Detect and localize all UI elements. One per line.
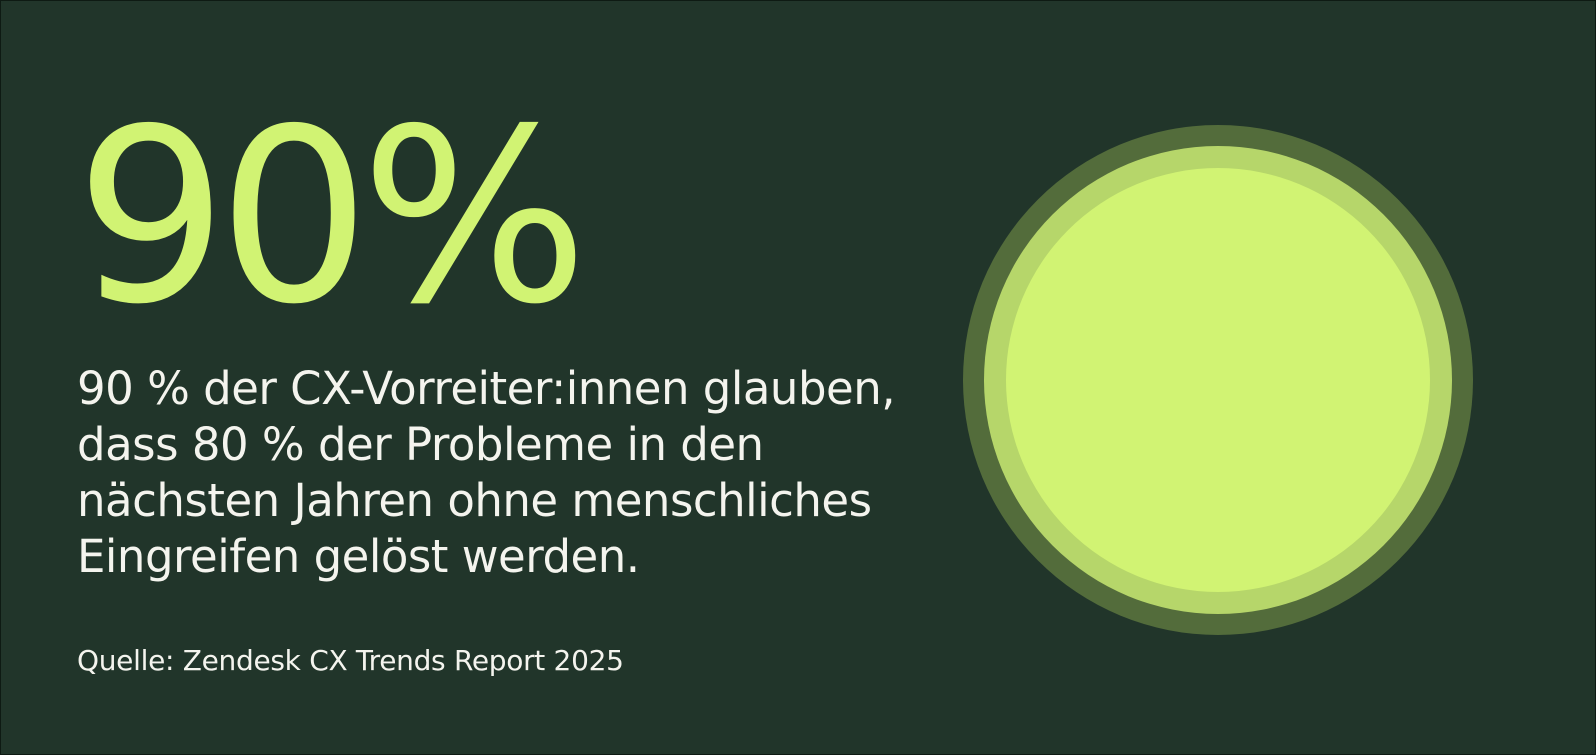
circle-inner-disc xyxy=(1006,168,1430,592)
concentric-circle-graphic xyxy=(963,125,1473,635)
stat-value: 90% xyxy=(75,77,588,357)
stat-description: 90 % der CX-Vorreiter:innen glauben, das… xyxy=(77,362,896,583)
source-citation: Quelle: Zendesk CX Trends Report 2025 xyxy=(77,644,624,677)
